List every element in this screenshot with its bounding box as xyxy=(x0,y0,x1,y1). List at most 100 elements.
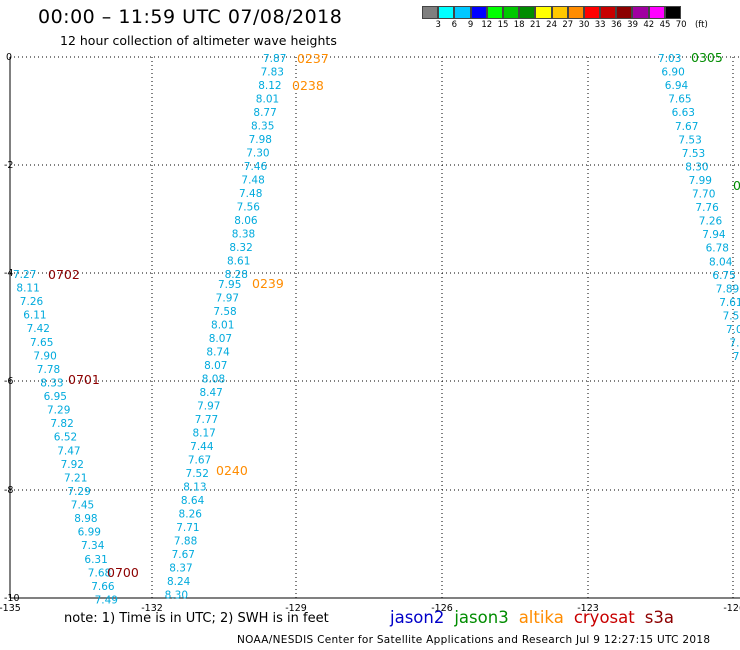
wave-height-value: 8.07 xyxy=(204,360,227,372)
wave-height-value: 7.65 xyxy=(668,94,691,106)
satellite-jason2: jason2 xyxy=(390,608,445,627)
wave-height-value: 7.82 xyxy=(50,418,73,430)
satellite-s3a: s3a xyxy=(644,608,674,627)
pass-time-label: 0701 xyxy=(68,372,100,387)
wave-height-value: 7.52 xyxy=(186,468,209,480)
y-tick-label: -10 xyxy=(4,593,20,604)
wave-height-value: 7.77 xyxy=(195,414,218,426)
wave-height-value: 8.04 xyxy=(709,256,733,268)
wave-height-value: 7.66 xyxy=(91,581,115,593)
wave-height-value: 7.53 xyxy=(678,134,701,146)
legend-swatch xyxy=(535,6,552,19)
wave-height-value: 7.70 xyxy=(692,189,715,201)
pass-time-label: 0239 xyxy=(252,276,284,291)
wave-height-value: 8.32 xyxy=(229,242,252,254)
wave-height-value: 7. xyxy=(729,338,739,350)
y-tick-label: -6 xyxy=(4,376,13,387)
wave-height-value: 7.48 xyxy=(239,188,262,200)
wave-height-value: 7.26 xyxy=(20,296,44,308)
legend-color-scale xyxy=(422,6,740,19)
wave-height-value: 7.89 xyxy=(716,283,739,295)
legend-label: 18 xyxy=(513,20,525,30)
wave-height-value: 8.35 xyxy=(251,121,274,133)
wave-height-value: 7.45 xyxy=(71,500,94,512)
wave-height-value: 7.49 xyxy=(95,594,118,606)
y-tick-label: 0 xyxy=(6,52,12,63)
pass-time-label: 0 xyxy=(733,178,740,193)
legend-swatch xyxy=(632,6,649,19)
wave-height-value: 7.26 xyxy=(699,216,723,228)
map-grid xyxy=(9,56,740,599)
x-tick-label: -123 xyxy=(577,603,599,614)
wave-height-value: 6.31 xyxy=(84,554,107,566)
wave-height-value: 8.07 xyxy=(209,333,232,345)
x-tick-label: -126 xyxy=(431,603,453,614)
wave-height-value: 6.52 xyxy=(54,432,77,444)
wave-height-value: 8.33 xyxy=(40,377,63,389)
wave-height-value: 6.99 xyxy=(78,527,101,539)
wave-height-value: 7.68 xyxy=(88,567,111,579)
wave-height-value: 8.38 xyxy=(232,229,255,241)
map-title: 00:00 – 11:59 UTC 07/08/2018 xyxy=(38,6,343,28)
wave-height-value: 7.44 xyxy=(190,441,214,453)
wave-height-value: 8.61 xyxy=(227,256,250,268)
wave-height-value: 6.94 xyxy=(665,80,689,92)
wave-height-value: 7.61 xyxy=(719,297,740,309)
legend-label: 3 xyxy=(435,20,441,30)
wave-height-value: 6.11 xyxy=(23,310,46,322)
legend-label: 6 xyxy=(451,20,458,30)
wave-height-value: 7.98 xyxy=(249,134,272,146)
legend-label: 36 xyxy=(610,20,622,30)
wave-height-value: 8.64 xyxy=(181,495,205,507)
wave-height-value: 8.74 xyxy=(206,347,230,359)
wave-height-value: 6.75 xyxy=(712,270,735,282)
legend-swatch xyxy=(519,6,536,19)
wave-height-value: 6.78 xyxy=(706,243,729,255)
legend-swatch xyxy=(551,6,568,19)
wave-height-value: 7.94 xyxy=(702,229,726,241)
wave-height-value: 8.06 xyxy=(234,215,258,227)
footer-credit: NOAA/NESDIS Center for Satellite Applica… xyxy=(237,634,711,646)
wave-height-value: 7.71 xyxy=(176,522,199,534)
wave-height-value: 6.90 xyxy=(661,67,684,79)
x-tick-label: -135 xyxy=(0,603,21,614)
y-tick-label: -4 xyxy=(4,268,13,279)
wave-height-value: 7.03 xyxy=(658,53,681,65)
y-tick-label: -8 xyxy=(4,485,13,496)
wave-height-value: 8.13 xyxy=(183,482,206,494)
wave-height-value: 7.27 xyxy=(13,269,36,281)
legend-label: 42 xyxy=(643,20,655,30)
legend-swatch xyxy=(454,6,471,19)
wave-height-value: 8.37 xyxy=(169,563,192,575)
legend-swatch xyxy=(616,6,633,19)
wave-height-value: 7.53 xyxy=(682,148,705,160)
satellite-jason3: jason3 xyxy=(454,608,509,627)
wave-height-value: 7.42 xyxy=(27,323,50,335)
wave-height-value: 7.30 xyxy=(246,148,269,160)
wave-height-value: 8.26 xyxy=(179,509,203,521)
wave-height-value: 7.48 xyxy=(241,175,264,187)
units-note: note: 1) Time is in UTC; 2) SWH is in fe… xyxy=(64,611,329,626)
wave-height-value: 7.90 xyxy=(33,350,56,362)
legend-label: 30 xyxy=(578,20,590,30)
legend-label: 39 xyxy=(627,20,639,30)
wave-height-value: 8.47 xyxy=(199,387,222,399)
pass-time-label: 0305 xyxy=(691,50,723,65)
wave-height-value: 8.17 xyxy=(192,428,215,440)
wave-height-value: 6.95 xyxy=(44,391,67,403)
legend-label: 70 xyxy=(675,20,687,30)
wave-height-value: 7.88 xyxy=(174,536,197,548)
wave-height-value: 7.97 xyxy=(197,401,220,413)
legend-label: 24 xyxy=(546,20,558,30)
wave-height-value: 7.67 xyxy=(188,455,211,467)
wave-height-value: 7.0 xyxy=(726,324,740,336)
pass-time-label: 0700 xyxy=(107,565,139,580)
y-tick-label: -2 xyxy=(4,160,13,171)
map-subtitle: 12 hour collection of altimeter wave hei… xyxy=(60,33,337,48)
wave-height-value: 8.01 xyxy=(211,320,234,332)
wave-height-value: 8.30 xyxy=(685,161,708,173)
wave-height-value: 7.67 xyxy=(172,549,195,561)
legend-label: 45 xyxy=(659,20,671,30)
x-tick-label: -12( xyxy=(723,603,740,614)
